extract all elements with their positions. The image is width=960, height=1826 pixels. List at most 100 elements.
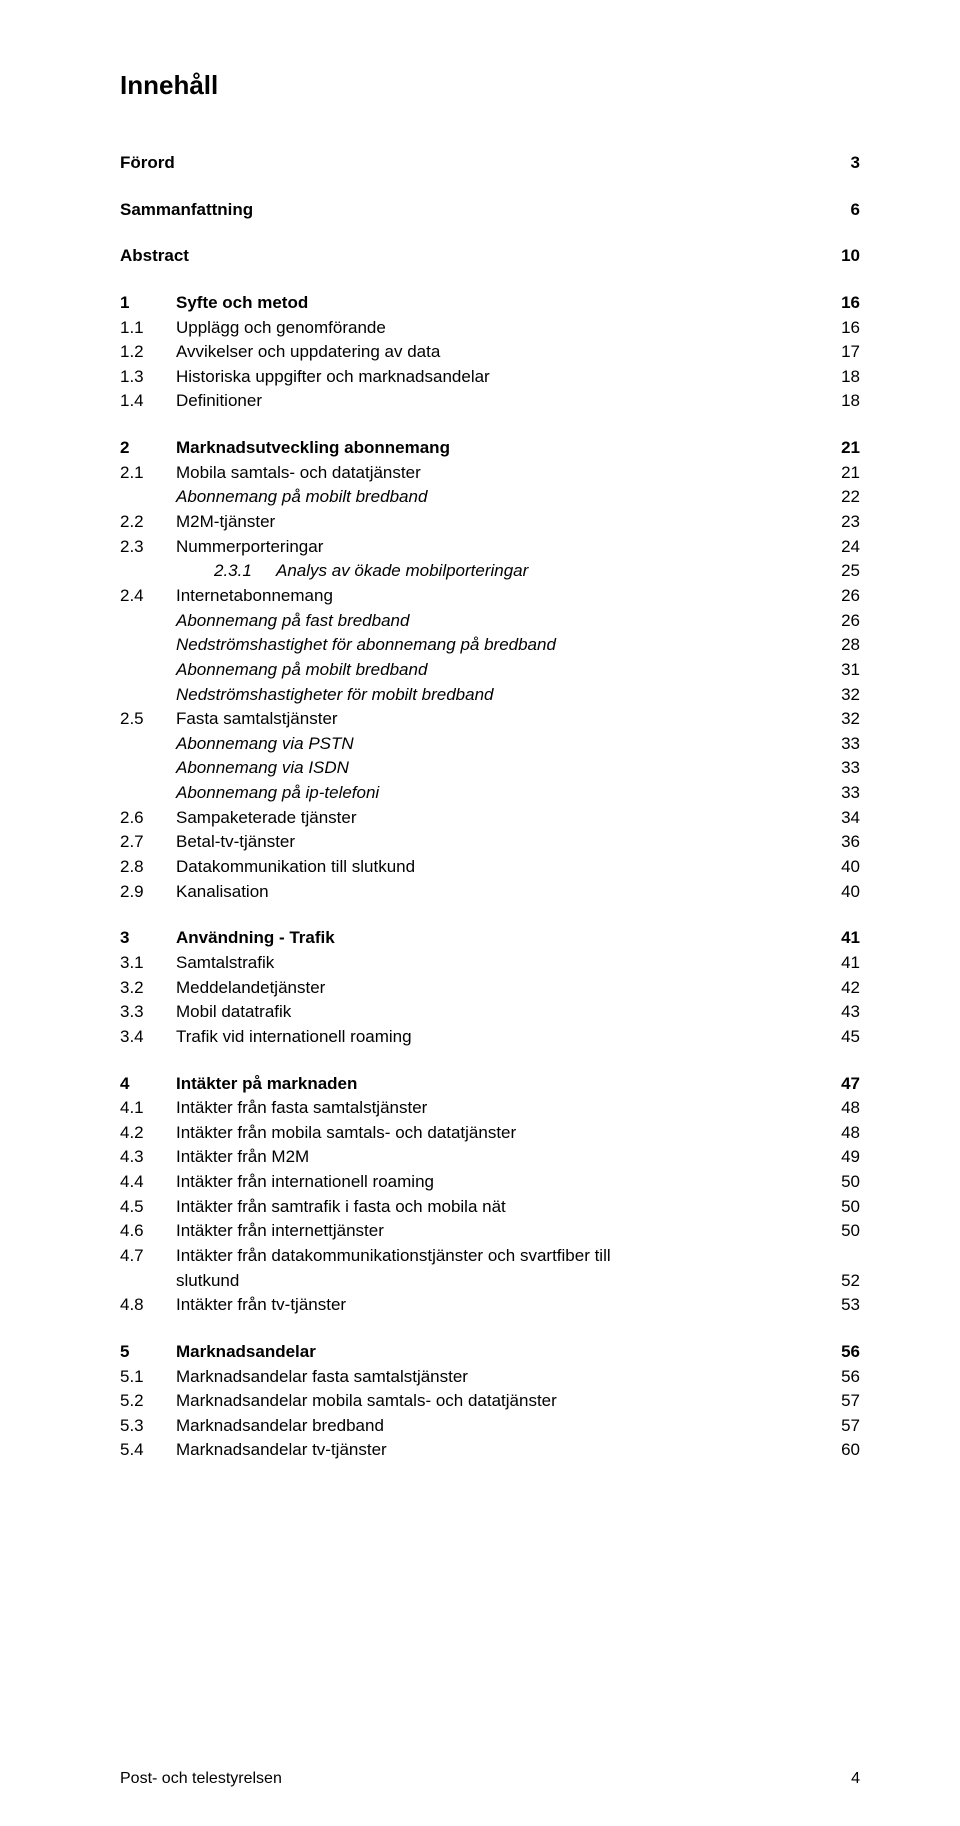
toc-label: 5Marknadsandelar	[120, 1340, 820, 1365]
toc-label: 2Marknadsutveckling abonnemang	[120, 436, 820, 461]
toc-text: Intäkter från internationell roaming	[176, 1172, 434, 1191]
toc-label: Abonnemang via ISDN	[120, 756, 820, 781]
toc-page: 50	[820, 1195, 860, 1220]
toc-row: 2.8Datakommunikation till slutkund40	[120, 855, 860, 880]
toc-label: 2.1Mobila samtals- och datatjänster	[120, 461, 820, 486]
toc-row: 3Användning - Trafik41	[120, 926, 860, 951]
toc-label: 4.2Intäkter från mobila samtals- och dat…	[120, 1121, 820, 1146]
toc-page: 36	[820, 830, 860, 855]
toc-number: 2	[120, 436, 176, 461]
toc-text: Abonnemang på ip-telefoni	[176, 783, 379, 802]
toc-text: Marknadsandelar tv-tjänster	[176, 1440, 387, 1459]
toc-number: 1.1	[120, 316, 176, 341]
toc-row: slutkund52	[120, 1269, 860, 1294]
toc-number: 4.4	[120, 1170, 176, 1195]
toc-text: Intäkter från tv-tjänster	[176, 1295, 346, 1314]
toc-page: 10	[820, 244, 860, 269]
toc-label: 3.4Trafik vid internationell roaming	[120, 1025, 820, 1050]
toc-page: 56	[820, 1365, 860, 1390]
toc-label: 3.2Meddelandetjänster	[120, 976, 820, 1001]
toc-number: 2.7	[120, 830, 176, 855]
toc-text: Abstract	[120, 246, 189, 265]
toc-page: 18	[820, 365, 860, 390]
toc-number: 1	[120, 291, 176, 316]
toc-number: 3.2	[120, 976, 176, 1001]
toc-text: Nedströmshastigheter för mobilt bredband	[176, 685, 494, 704]
table-of-contents: Förord3Sammanfattning6Abstract101Syfte o…	[120, 151, 860, 1463]
toc-row: 3.4Trafik vid internationell roaming45	[120, 1025, 860, 1050]
toc-label: 4.5Intäkter från samtrafik i fasta och m…	[120, 1195, 820, 1220]
toc-row: 5.2Marknadsandelar mobila samtals- och d…	[120, 1389, 860, 1414]
toc-label: 2.9Kanalisation	[120, 880, 820, 905]
toc-row: 4Intäkter på marknaden47	[120, 1072, 860, 1097]
toc-number: 5.3	[120, 1414, 176, 1439]
toc-label: Sammanfattning	[120, 198, 820, 223]
toc-number: 2.9	[120, 880, 176, 905]
toc-label: 1.3Historiska uppgifter och marknadsande…	[120, 365, 820, 390]
toc-number: 4	[120, 1072, 176, 1097]
toc-page: 17	[820, 340, 860, 365]
toc-number: 4.8	[120, 1293, 176, 1318]
toc-page: 32	[820, 707, 860, 732]
toc-label: Abstract	[120, 244, 820, 269]
toc-row: 2.6Sampaketerade tjänster34	[120, 806, 860, 831]
toc-label: 4.4Intäkter från internationell roaming	[120, 1170, 820, 1195]
toc-number: 5.1	[120, 1365, 176, 1390]
toc-text: Marknadsutveckling abonnemang	[176, 438, 450, 457]
toc-row: 1.2Avvikelser och uppdatering av data17	[120, 340, 860, 365]
toc-number: 2.6	[120, 806, 176, 831]
toc-page: 41	[820, 951, 860, 976]
toc-row: 5.3Marknadsandelar bredband57	[120, 1414, 860, 1439]
toc-label: Abonnemang på ip-telefoni	[120, 781, 820, 806]
toc-label: 4Intäkter på marknaden	[120, 1072, 820, 1097]
toc-page: 45	[820, 1025, 860, 1050]
toc-number: 2.3.1	[214, 559, 276, 584]
toc-row: 3.2Meddelandetjänster42	[120, 976, 860, 1001]
toc-label: 3Användning - Trafik	[120, 926, 820, 951]
toc-page: 41	[820, 926, 860, 951]
toc-page: 31	[820, 658, 860, 683]
toc-text: Historiska uppgifter och marknadsandelar	[176, 367, 490, 386]
toc-text: Intäkter från internettjänster	[176, 1221, 384, 1240]
toc-text: Analys av ökade mobilporteringar	[276, 561, 528, 580]
toc-number: 1.2	[120, 340, 176, 365]
toc-row: 4.2Intäkter från mobila samtals- och dat…	[120, 1121, 860, 1146]
toc-number: 3.3	[120, 1000, 176, 1025]
toc-label: 4.7Intäkter från datakommunikationstjäns…	[120, 1244, 820, 1269]
toc-row: 1.1Upplägg och genomförande16	[120, 316, 860, 341]
toc-row: 4.6Intäkter från internettjänster50	[120, 1219, 860, 1244]
toc-text: Kanalisation	[176, 882, 269, 901]
toc-page: 25	[820, 559, 860, 584]
toc-label: Förord	[120, 151, 820, 176]
toc-text: Abonnemang via ISDN	[176, 758, 349, 777]
toc-row: Abonnemang på mobilt bredband22	[120, 485, 860, 510]
toc-text: Intäkter på marknaden	[176, 1074, 357, 1093]
toc-row: 5.4Marknadsandelar tv-tjänster60	[120, 1438, 860, 1463]
toc-label: 4.3Intäkter från M2M	[120, 1145, 820, 1170]
toc-text: Förord	[120, 153, 175, 172]
toc-label: slutkund	[120, 1269, 820, 1294]
toc-text: Nummerporteringar	[176, 537, 323, 556]
toc-row: 4.1Intäkter från fasta samtalstjänster48	[120, 1096, 860, 1121]
toc-row: 2.4Internetabonnemang26	[120, 584, 860, 609]
toc-text: Syfte och metod	[176, 293, 308, 312]
toc-row: Abonnemang på fast bredband 26	[120, 609, 860, 634]
toc-page: 18	[820, 389, 860, 414]
toc-number: 2.8	[120, 855, 176, 880]
toc-row: Nedströmshastighet för abonnemang på bre…	[120, 633, 860, 658]
toc-number: 1.3	[120, 365, 176, 390]
toc-page: 26	[820, 609, 860, 634]
toc-label: 2.5Fasta samtalstjänster	[120, 707, 820, 732]
toc-label: 4.6Intäkter från internettjänster	[120, 1219, 820, 1244]
toc-row: 4.7Intäkter från datakommunikationstjäns…	[120, 1244, 860, 1269]
toc-page: 52	[820, 1269, 860, 1294]
toc-text: Abonnemang på fast bredband	[176, 611, 409, 630]
toc-number: 5.2	[120, 1389, 176, 1414]
footer-page-number: 4	[851, 1770, 860, 1788]
toc-row: 1Syfte och metod16	[120, 291, 860, 316]
toc-text: Abonnemang via PSTN	[176, 734, 354, 753]
toc-label: Nedströmshastigheter för mobilt bredband	[120, 683, 820, 708]
toc-text: Definitioner	[176, 391, 262, 410]
footer-left: Post- och telestyrelsen	[120, 1770, 282, 1788]
toc-text: Datakommunikation till slutkund	[176, 857, 415, 876]
